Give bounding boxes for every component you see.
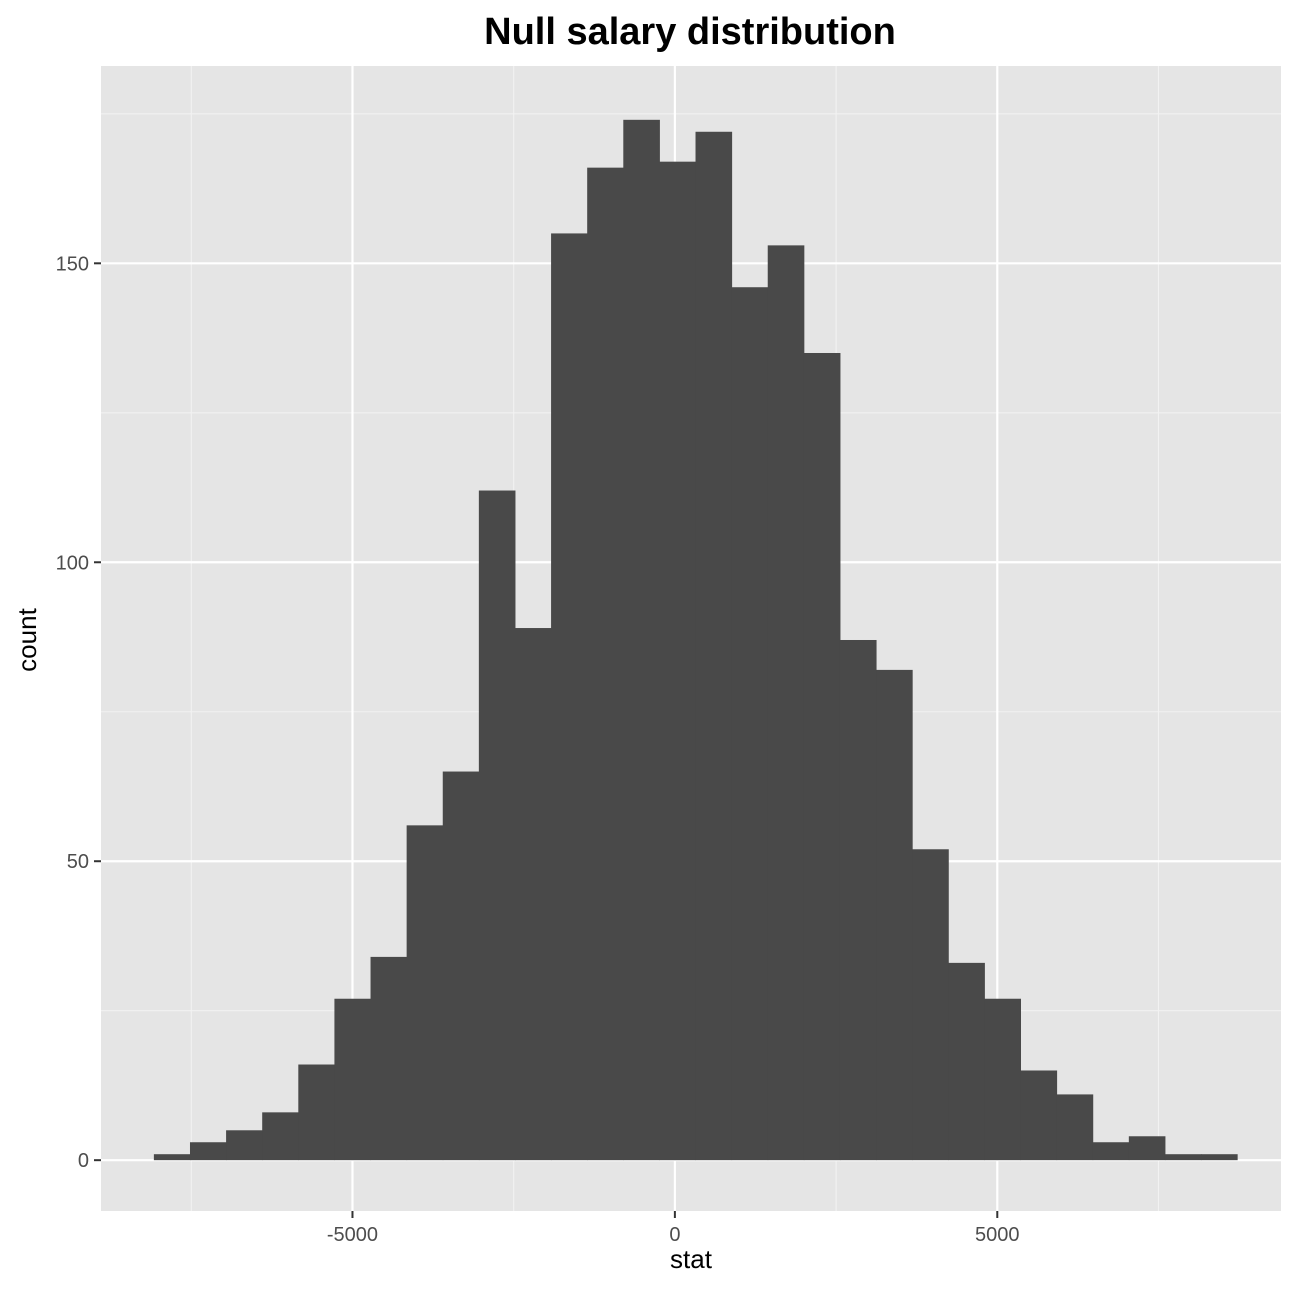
x-tick-label: -5000 <box>327 1224 378 1246</box>
histogram-bar <box>1092 1142 1130 1161</box>
y-tick-label: 50 <box>67 851 89 873</box>
histogram-bar <box>587 167 624 1161</box>
histogram-bar <box>839 639 877 1161</box>
histogram-bar <box>189 1142 227 1161</box>
chart-title: Null salary distribution <box>484 11 896 53</box>
histogram-bar <box>912 849 949 1161</box>
histogram-bar <box>1164 1154 1202 1161</box>
x-axis: -5000 0 5000 <box>327 1211 1020 1246</box>
histogram-bar <box>334 998 372 1161</box>
histogram-bar <box>478 490 516 1161</box>
histogram-bar <box>1020 1070 1058 1161</box>
histogram-bar <box>551 233 588 1161</box>
histogram-bar <box>803 352 841 1161</box>
histogram-bar <box>876 669 913 1161</box>
histogram-bar <box>1056 1094 1094 1161</box>
histogram-bar <box>406 825 444 1161</box>
histogram-bar <box>731 287 769 1161</box>
histogram-bar <box>226 1130 263 1161</box>
histogram-bar <box>153 1154 191 1161</box>
histogram-bar <box>767 245 805 1161</box>
histogram-bar <box>948 962 985 1161</box>
histogram-bar <box>262 1112 299 1161</box>
histogram-bar <box>514 628 552 1161</box>
histogram-bar <box>623 119 660 1161</box>
x-tick-label: 0 <box>669 1224 680 1246</box>
y-tick-label: 0 <box>78 1150 89 1172</box>
x-tick-label: 5000 <box>975 1224 1020 1246</box>
histogram-bar <box>984 998 1021 1161</box>
histogram-bar <box>1201 1154 1238 1161</box>
histogram-bar <box>442 771 480 1161</box>
y-tick-label: 150 <box>56 253 89 275</box>
y-axis: 0 50 100 150 <box>56 253 101 1172</box>
histogram-bar <box>659 161 697 1161</box>
histogram-bar <box>695 131 733 1161</box>
y-tick-label: 100 <box>56 552 89 574</box>
y-axis-title: count <box>12 607 42 671</box>
histogram-bar <box>298 1064 335 1161</box>
histogram-bar <box>1128 1136 1166 1161</box>
x-axis-title: stat <box>670 1244 713 1274</box>
histogram-bars <box>153 119 1238 1161</box>
histogram-bar <box>370 956 408 1161</box>
